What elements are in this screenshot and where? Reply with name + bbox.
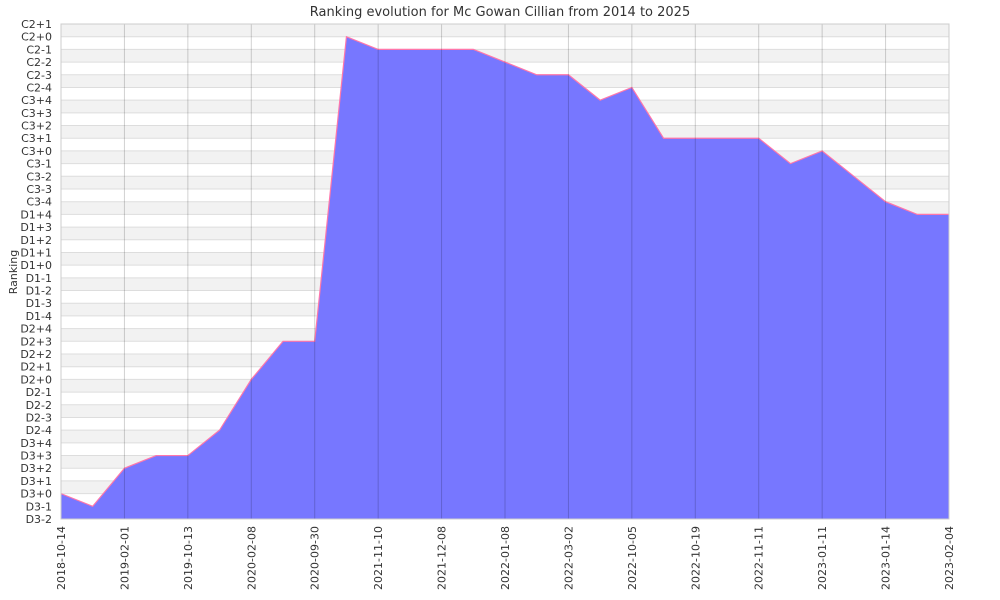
y-tick-label: D1-2 [26, 285, 52, 298]
y-tick-label: C3-3 [26, 183, 52, 196]
y-tick-label: C2+0 [21, 31, 52, 44]
y-tick-label: C3-2 [26, 170, 52, 183]
x-tick-label: 2021-12-08 [436, 526, 449, 590]
y-tick-label: D3+2 [20, 462, 52, 475]
x-tick-label: 2023-01-11 [816, 526, 829, 590]
y-tick-label: C2+1 [21, 18, 52, 31]
y-tick-label: D2+4 [20, 323, 52, 336]
x-tick-label: 2019-02-01 [118, 526, 131, 590]
y-tick-label: D2-3 [26, 411, 52, 424]
y-tick-label: D3-1 [26, 500, 52, 513]
x-tick-label: 2022-01-08 [499, 526, 512, 590]
x-tick-label: 2023-01-14 [880, 526, 893, 590]
area-line [60, 35, 949, 508]
y-tick-label: C2-1 [26, 43, 52, 56]
background-band [61, 49, 949, 63]
x-tick-label: 2019-10-13 [182, 526, 195, 590]
y-tick-label: D2-2 [26, 399, 52, 412]
chart-title: Ranking evolution for Mc Gowan Cillian f… [310, 5, 690, 20]
y-tick-label: C3+3 [21, 107, 52, 120]
y-tick-label: C3+2 [21, 120, 52, 133]
y-tick-label: D2-4 [26, 424, 52, 437]
x-tick-label: 2020-09-30 [309, 526, 322, 590]
x-axis-tick-labels: 2018-10-14 2019-02-01 2019-10-13 2020-02-08… [55, 526, 956, 590]
y-tick-label: C2-3 [26, 69, 52, 82]
y-tick-label: D1+2 [20, 234, 52, 247]
y-tick-label: D1+3 [20, 221, 52, 234]
y-tick-label: D1-3 [26, 297, 52, 310]
vertical-gridlines [60, 23, 950, 520]
y-tick-label: C2-2 [26, 56, 52, 69]
x-tick-label: 2022-11-11 [753, 526, 766, 590]
y-tick-label: D1-1 [26, 272, 52, 285]
x-tick-label: 2020-02-08 [245, 526, 258, 590]
y-tick-label: D3+1 [20, 475, 52, 488]
y-tick-label: C3+1 [21, 132, 52, 145]
area-series [60, 35, 949, 519]
y-tick-label: C3+4 [21, 94, 52, 107]
plot-border [60, 23, 950, 520]
y-tick-label: D3-2 [26, 513, 52, 526]
background-band [61, 24, 949, 37]
y-tick-label: D2+0 [20, 373, 52, 386]
x-tick-label: 2021-11-10 [372, 526, 385, 590]
y-tick-label: D1-4 [26, 310, 52, 323]
y-tick-label: D1+0 [20, 259, 52, 272]
y-axis-label: Ranking [7, 250, 20, 295]
y-tick-label: D1+1 [20, 246, 52, 259]
x-tick-label: 2022-10-19 [689, 526, 702, 590]
x-tick-label: 2022-10-05 [626, 526, 639, 590]
x-tick-label: 2018-10-14 [55, 526, 68, 590]
y-tick-label: D3+4 [20, 437, 52, 450]
x-tick-label: 2022-03-02 [562, 526, 575, 590]
y-tick-label: D1+4 [20, 208, 52, 221]
y-tick-label: C3-4 [26, 196, 52, 209]
y-tick-label: D2+1 [20, 361, 52, 374]
background-band [61, 36, 949, 50]
y-axis-tick-labels: D3-2D3-1D3+0D3+1D3+2D3+3D3+4D2-4D2-3D2-2… [20, 18, 52, 526]
area-fill [61, 36, 949, 519]
y-tick-label: D3+3 [20, 450, 52, 463]
y-tick-label: D2+2 [20, 348, 52, 361]
y-tick-label: C2-4 [26, 81, 52, 94]
x-tick-label: 2023-02-04 [943, 526, 956, 590]
y-tick-label: C3+0 [21, 145, 52, 158]
y-tick-label: D2-1 [26, 386, 52, 399]
y-tick-label: C3-1 [26, 158, 52, 171]
y-tick-label: D3+0 [20, 488, 52, 501]
y-tick-label: D2+3 [20, 335, 52, 348]
